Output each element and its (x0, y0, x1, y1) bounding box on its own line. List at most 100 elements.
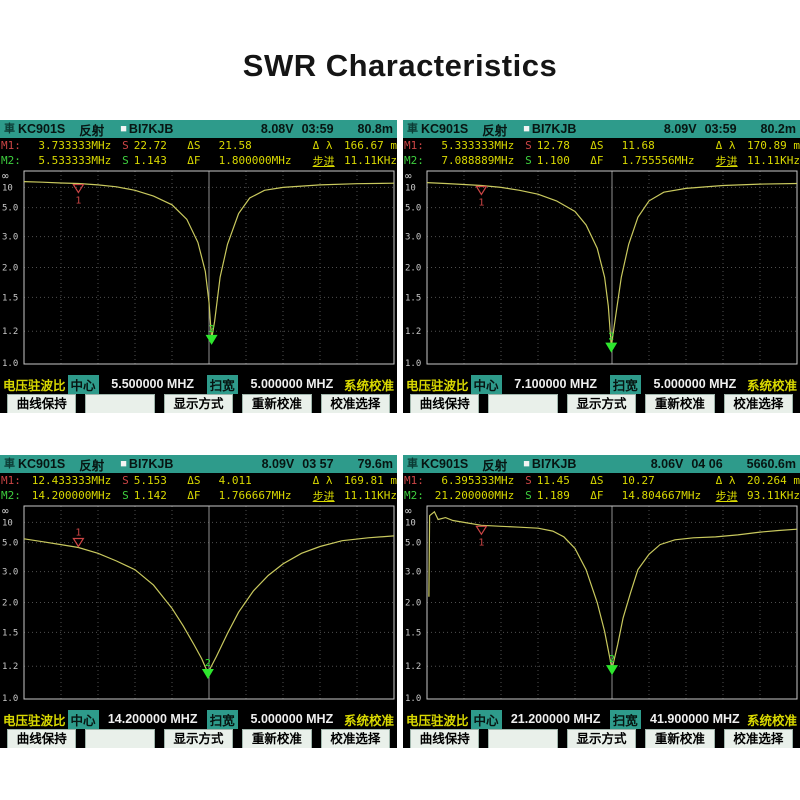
y-axis-label: 1.2 (405, 662, 421, 672)
delta-swr-value: 11.68 (621, 139, 655, 152)
marker1-swr-label: S (122, 474, 129, 487)
battery-voltage: 8.09V (663, 122, 697, 136)
marker2-triangle-icon (606, 665, 618, 676)
cal-select-button[interactable]: 校准选择 (723, 729, 794, 748)
blank-button[interactable] (85, 729, 155, 748)
cal-select-button[interactable]: 校准选择 (320, 394, 391, 413)
delta-freq-value: 1.766667MHz (218, 489, 292, 502)
marker2-frequency: 14.200000 (31, 489, 92, 502)
marker1-row: M1: 3.733333 MHz S 22.72 ΔS 21.58 Δ λ 16… (0, 138, 397, 153)
curve-hold-button[interactable]: 曲线保持 (410, 394, 480, 413)
system-cal-label: 系统校准 (343, 378, 394, 393)
marker1-digit: 1 (478, 197, 484, 208)
span-chip: 扫宽 (609, 374, 641, 394)
marker2-swr-value: 1.189 (536, 489, 570, 502)
swr-chart: ∞10 5.0 3.0 2.0 1.5 1.2 1.0 1 2 (2, 504, 395, 704)
mode-label: 反射 (79, 123, 105, 138)
marker1-triangle-icon (475, 185, 488, 196)
delta-lambda-label: Δ λ (312, 474, 333, 487)
marker2-digit: 2 (205, 658, 211, 669)
curve-hold-button[interactable]: 曲线保持 (7, 729, 77, 748)
kc-logo-icon: 車 (407, 122, 418, 135)
marker2-row: M2: 5.533333 MHz S 1.143 ΔF 1.800000MHz … (0, 153, 397, 168)
model-label: KC901S (421, 457, 469, 471)
softkey-row: 曲线保持 显示方式 重新校准 校准选择 (0, 728, 397, 748)
panel-header: 車 KC901S 反射 ■ BI7KJB 8.06V 04 06 5660.6m (403, 455, 800, 473)
span-chip: 扫宽 (609, 709, 641, 729)
clock: 04 06 (691, 457, 723, 471)
recalibrate-button[interactable]: 重新校准 (645, 729, 715, 748)
vswr-mode-label: 电压驻波比 (3, 713, 66, 728)
kc-logo-icon: 車 (4, 457, 15, 470)
delta-freq-label: ΔF (590, 154, 604, 167)
recalibrate-button[interactable]: 重新校准 (645, 394, 715, 413)
blank-button[interactable] (488, 394, 558, 413)
marker2-row: M2: 14.200000 MHz S 1.142 ΔF 1.766667MHz… (0, 488, 397, 503)
y-axis-label: 1.5 (2, 293, 18, 303)
marker2-row: M2: 21.200000 MHz S 1.189 ΔF 14.804667MH… (403, 488, 800, 503)
curve-hold-button[interactable]: 曲线保持 (7, 394, 77, 413)
marker2-freq-unit: MHz (91, 489, 112, 502)
marker-square-icon: ■ (120, 458, 127, 470)
marker2-swr-label: S (122, 489, 129, 502)
display-mode-button[interactable]: 显示方式 (566, 729, 637, 748)
marker1-freq-unit: MHz (494, 139, 515, 152)
analyzer-panel-top-right: 車 KC901S 反射 ■ BI7KJB 8.09V 03:59 80.2m M… (403, 120, 800, 413)
battery-voltage: 8.06V (650, 457, 684, 471)
blank-button[interactable] (85, 394, 155, 413)
y-axis-label: ∞ (2, 504, 9, 517)
marker2-label: M2: (1, 154, 21, 167)
vswr-mode-label: 电压驻波比 (3, 378, 66, 393)
marker1-label: M1: (1, 474, 21, 487)
marker2-swr-value: 1.100 (536, 154, 570, 167)
recalibrate-button[interactable]: 重新校准 (242, 729, 312, 748)
delta-swr-label: ΔS (187, 474, 201, 487)
span-frequency-value: 41.900000 MHZ (650, 712, 740, 726)
marker2-swr-value: 1.142 (133, 489, 167, 502)
marker2-freq-unit: MHz (91, 154, 112, 167)
y-axis-label: 1.2 (2, 662, 18, 672)
y-axis-label: 2.0 (405, 599, 421, 609)
step-value: 11.11KHz (343, 489, 397, 502)
center-chip: 中心 (67, 709, 99, 729)
analyzer-panel-bottom-right: 車 KC901S 反射 ■ BI7KJB 8.06V 04 06 5660.6m… (403, 455, 800, 748)
center-frequency-value: 21.200000 MHZ (510, 712, 601, 726)
curve-hold-button[interactable]: 曲线保持 (410, 729, 480, 748)
delta-lambda-value: 169.81 m (343, 474, 397, 487)
y-axis-label: 1.5 (405, 628, 421, 638)
system-cal-label: 系统校准 (343, 713, 394, 728)
cal-select-button[interactable]: 校准选择 (320, 729, 391, 748)
distance-readout: 5660.6m (746, 457, 796, 471)
step-value: 93.11KHz (746, 489, 800, 502)
y-axis-label: 2.0 (2, 599, 18, 609)
plot-border (23, 170, 395, 365)
marker1-swr-value: 22.72 (133, 139, 167, 152)
swr-trace (428, 510, 798, 670)
marker2-freq-unit: MHz (494, 154, 515, 167)
center-chip: 中心 (470, 374, 502, 394)
step-label: 步进 (312, 489, 335, 503)
center-frequency-value: 7.100000 MHZ (514, 377, 597, 391)
delta-freq-value: 1.800000MHz (218, 154, 292, 167)
cal-select-button[interactable]: 校准选择 (723, 394, 794, 413)
recalibrate-button[interactable]: 重新校准 (242, 394, 312, 413)
marker1-freq-unit: MHz (91, 139, 112, 152)
step-label: 步进 (715, 489, 738, 503)
display-mode-button[interactable]: 显示方式 (163, 394, 234, 413)
marker2-triangle-icon (201, 668, 214, 679)
y-axis-label: ∞ (2, 169, 9, 182)
swr-trace (23, 181, 395, 340)
display-mode-button[interactable]: 显示方式 (566, 394, 637, 413)
delta-swr-value: 10.27 (621, 474, 655, 487)
span-chip: 扫宽 (206, 374, 238, 394)
center-frequency-value: 14.200000 MHZ (107, 712, 198, 726)
delta-lambda-value: 166.67 m (343, 139, 397, 152)
y-axis-label: ∞ (405, 504, 412, 517)
blank-button[interactable] (488, 729, 558, 748)
span-frequency-value: 5.000000 MHZ (653, 377, 737, 391)
delta-lambda-label: Δ λ (715, 474, 736, 487)
y-axis-label: 1.2 (405, 327, 421, 337)
display-mode-button[interactable]: 显示方式 (163, 729, 234, 748)
y-axis-label: 10 (2, 518, 13, 528)
vswr-mode-label: 电压驻波比 (406, 713, 469, 728)
